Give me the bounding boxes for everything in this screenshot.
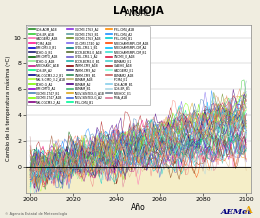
X-axis label: Año: Año	[131, 203, 146, 213]
Legend: GOS-AOM_A1B, GOS-ER_A1B, HADGEM2_A1B, IPCM4_A1B, BIM-CM3.0_B1, ECHO-G_B1, BIM-CM: GOS-AOM_A1B, GOS-ER_A1B, HADGEM2_A1B, IP…	[27, 26, 150, 106]
Y-axis label: Cambio de la temperatura máxima (ºC): Cambio de la temperatura máxima (ºC)	[5, 56, 11, 162]
Text: AEMet: AEMet	[221, 208, 252, 216]
Text: A: A	[245, 206, 252, 215]
Title: LA RIOJA: LA RIOJA	[113, 5, 164, 15]
Text: ANUAL: ANUAL	[125, 9, 151, 18]
Bar	[26, 167, 250, 193]
Text: © Agencia Estatal de Meteorología: © Agencia Estatal de Meteorología	[5, 212, 67, 216]
